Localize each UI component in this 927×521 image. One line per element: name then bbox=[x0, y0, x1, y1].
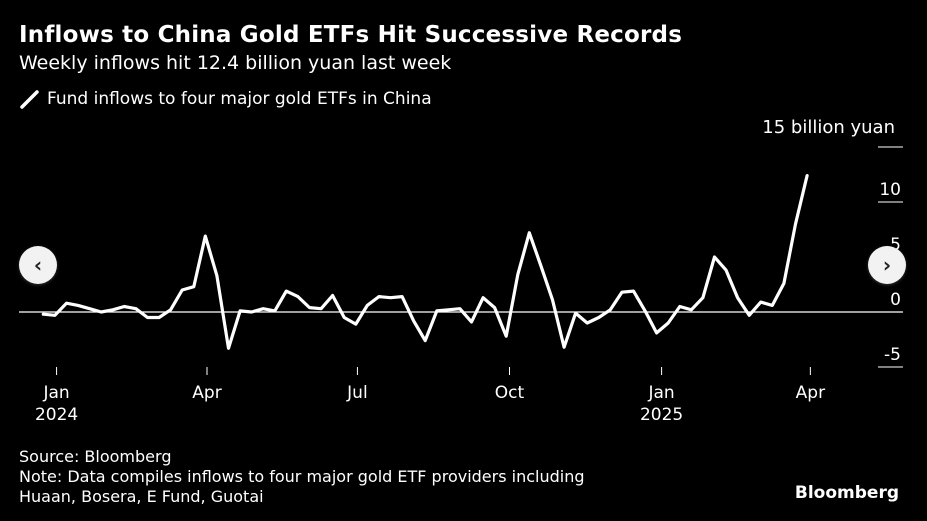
x-tick-label: Jul bbox=[346, 383, 368, 403]
chevron-left-icon: ‹ bbox=[33, 253, 43, 277]
x-tick-label: Jan bbox=[647, 383, 674, 403]
chart-subtitle: Weekly inflows hit 12.4 billion yuan las… bbox=[19, 52, 452, 74]
x-tick-label: Oct bbox=[495, 383, 525, 403]
legend-label: Fund inflows to four major gold ETFs in … bbox=[47, 89, 432, 109]
y-tick-label: 5 bbox=[890, 235, 901, 255]
x-tick-label: Apr bbox=[192, 383, 221, 403]
note-line-1: Note: Data compiles inflows to four majo… bbox=[19, 467, 585, 486]
y-tick-label: 0 bbox=[890, 290, 901, 310]
bloomberg-logo: Bloomberg bbox=[794, 483, 899, 503]
legend-line-icon bbox=[20, 90, 39, 109]
x-tick-sublabel: 2024 bbox=[35, 405, 78, 425]
y-tick-label: 10 bbox=[879, 180, 901, 200]
source-note: Source: Bloomberg Note: Data compiles in… bbox=[19, 447, 585, 507]
chevron-right-icon: › bbox=[882, 253, 892, 277]
y-tick-label: -5 bbox=[884, 345, 901, 365]
y-axis-unit-label: 15 billion yuan bbox=[762, 117, 895, 138]
legend: Fund inflows to four major gold ETFs in … bbox=[19, 88, 432, 110]
x-tick-label: Jan bbox=[42, 383, 69, 403]
source-text: Source: Bloomberg bbox=[19, 447, 172, 466]
chart-title: Inflows to China Gold ETFs Hit Successiv… bbox=[19, 22, 683, 48]
note-line-2: Huaan, Bosera, E Fund, Guotai bbox=[19, 487, 264, 506]
series-group bbox=[41, 174, 809, 350]
x-tick-label: Apr bbox=[796, 383, 825, 403]
x-tick-sublabel: 2025 bbox=[640, 405, 683, 425]
previous-chart-button[interactable]: ‹ bbox=[19, 246, 57, 284]
series-line bbox=[41, 174, 809, 350]
next-chart-button[interactable]: › bbox=[868, 246, 906, 284]
